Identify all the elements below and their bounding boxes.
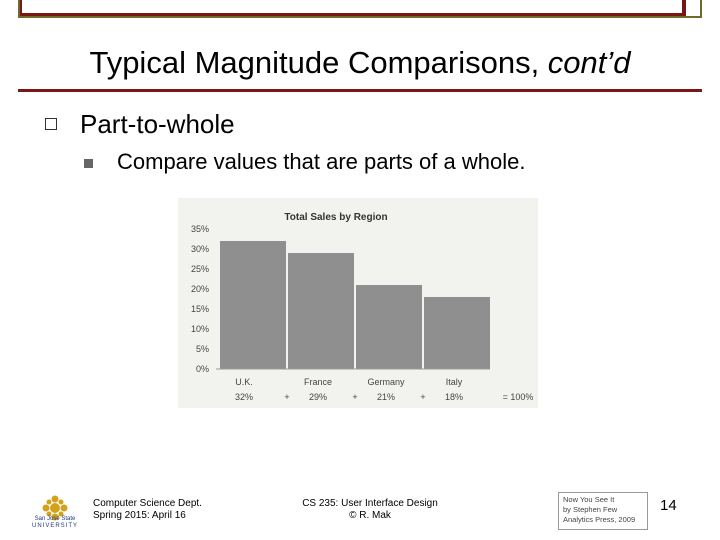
bar-france	[288, 253, 354, 369]
x-label-group: U.K. France Germany Italy	[235, 377, 463, 387]
title-rule	[18, 89, 702, 92]
top-decor-band	[18, 0, 702, 18]
value-label-group: 32% +29% +21% +18% = 100%	[235, 392, 533, 402]
y-tick-label: 10%	[191, 324, 209, 334]
operator-label: +	[420, 392, 425, 402]
value-label: 18%	[445, 392, 463, 402]
sjsu-logo-icon	[42, 495, 68, 521]
y-tick-label: 30%	[191, 244, 209, 254]
chart-title: Total Sales by Region	[284, 212, 387, 223]
bar-group	[220, 241, 490, 369]
bar-chart: Total Sales by Region 0% 5% 10% 15% 20% 25% 30…	[191, 212, 533, 402]
slide-title-main: Typical Magnitude Comparisons,	[89, 45, 548, 80]
cite-author: by Stephen Few	[563, 505, 618, 514]
operator-label: +	[284, 392, 289, 402]
top-band-inner	[22, 0, 682, 13]
footer-dept: Computer Science Dept.	[93, 498, 202, 509]
cite-book-title: Now You See It	[563, 495, 615, 504]
slide-title-italic: cont’d	[547, 45, 631, 80]
logo-line-1: San José State	[34, 516, 76, 522]
bullet-text-level1: Part-to-whole	[80, 109, 235, 139]
bar-germany	[356, 285, 422, 369]
bar-uk	[220, 241, 286, 369]
y-tick-label: 5%	[196, 344, 209, 354]
y-tick-label: 25%	[191, 264, 209, 274]
x-category-label: U.K.	[235, 377, 253, 387]
value-label: 21%	[377, 392, 395, 402]
chart-panel: Total Sales by Region 0% 5% 10% 15% 20% 25% 30…	[178, 198, 538, 408]
filled-square-bullet-icon	[84, 159, 93, 168]
value-label: 32%	[235, 392, 253, 402]
y-tick-label: 35%	[191, 224, 209, 234]
footer-center: CS 235: User Interface Design © R. Mak	[270, 498, 470, 522]
book-citation: Now You See It by Stephen Few Analytics …	[558, 492, 648, 530]
sum-label: = 100%	[503, 392, 534, 402]
footer-left: Computer Science Dept. Spring 2015: Apri…	[93, 498, 202, 522]
footer-course: CS 235: User Interface Design	[302, 498, 438, 509]
page-number: 14	[660, 497, 677, 514]
x-category-label: Italy	[446, 377, 463, 387]
x-category-label: France	[304, 377, 332, 387]
logo-line-2: UNIVERSITY	[31, 523, 78, 529]
x-category-label: Germany	[367, 377, 405, 387]
y-tick-label: 0%	[196, 364, 209, 374]
footer-date: Spring 2015: April 16	[93, 510, 186, 521]
bullet-text-level2: Compare values that are parts of a whole…	[117, 149, 526, 174]
y-tick-label: 15%	[191, 304, 209, 314]
cite-publisher: Analytics Press, 2009	[563, 515, 636, 524]
hollow-square-bullet-icon	[45, 118, 57, 130]
bar-italy	[424, 297, 490, 369]
operator-label: +	[352, 392, 357, 402]
y-tick-label: 20%	[191, 284, 209, 294]
top-band-corner	[684, 0, 700, 16]
value-label: 29%	[309, 392, 327, 402]
footer-author: © R. Mak	[349, 510, 391, 521]
logo-caption: San José State UNIVERSITY	[30, 516, 80, 530]
y-tick-group: 0% 5% 10% 15% 20% 25% 30% 35%	[191, 224, 209, 374]
slide-title: Typical Magnitude Comparisons, cont’d	[0, 44, 720, 82]
